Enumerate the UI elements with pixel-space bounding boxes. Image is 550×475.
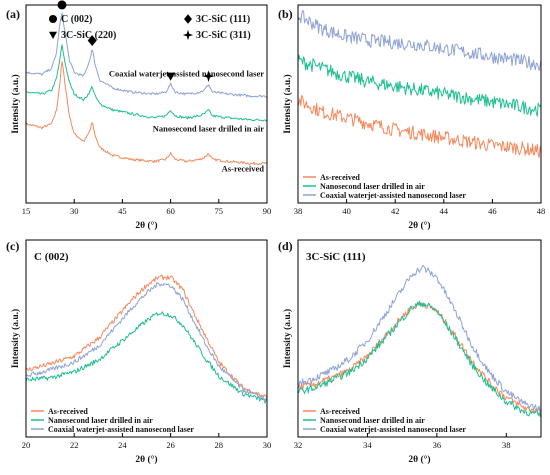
peak-triangle-down-marker-icon [166,72,176,81]
triangle-down-marker-icon [49,31,57,39]
series-line-3 [26,12,268,98]
x-axis-label: 2θ (°) [135,220,157,231]
x-tick-label: 45 [118,206,127,216]
x-tick-label: 90 [263,206,272,216]
legend-label-1: As-received [48,407,88,416]
curve-label: Coaxial waterjet-assisted nanosecond las… [109,68,264,78]
x-tick-label: 38 [294,206,303,216]
legend-label: 3C-SiC (311) [196,30,251,41]
x-axis-label: 2θ (°) [135,454,157,465]
series-line-3 [297,10,542,71]
panel-c: (c) 20 22 24 26 28 30 2θ (°) Intensity (a.u.) C … [6,239,271,465]
legend-label-2: Nanosecond laser drilled in air [320,182,425,191]
panel-label-b: (b) [278,7,293,21]
series-line-1 [25,61,268,166]
x-tick-label: 20 [22,440,31,450]
x-axis-label: 2θ (°) [408,454,430,465]
series-line-3 [25,282,268,402]
x-tick-label: 44 [440,206,449,216]
series-line-1 [25,274,268,399]
subplot-title: C (002) [34,251,69,263]
subplot-title: 3C-SiC (111) [306,251,366,263]
x-tick-label: 48 [537,206,546,216]
circle-marker-icon [49,15,57,23]
panel-a: (a) 15 30 45 60 75 90 2θ (°) Intensity (a.u.) Co… [6,0,271,231]
y-axis-label: Intensity (a.u.) [10,74,21,133]
x-tick-label: 30 [263,440,272,450]
legend-label-3: Coaxial waterjet-assisted nanosecond las… [48,425,194,434]
curve-label: As-received [222,163,265,173]
x-axis-label: 2θ (°) [408,220,430,231]
peak-star-marker-icon [202,70,215,83]
x-tick-label: 22 [70,440,79,450]
legend-label-3: Coaxial waterjet-assisted nanosecond las… [320,425,466,434]
x-tick-label: 36 [433,440,442,450]
x-tick-label: 46 [488,206,497,216]
plot-frame [297,239,542,438]
legend-label-3: Coaxial waterjet-assisted nanosecond las… [320,191,466,200]
legend-label: 3C-SiC (111) [196,14,250,25]
curve-label: Nanosecond laser drilled in air [153,124,265,134]
peak-circle-marker-icon [57,0,67,10]
plot-frame [25,239,268,438]
panel-d: (d) 32 34 36 38 2θ (°) Intensity (a.u.) 3C-SiC… [278,239,542,465]
peak-diamond-marker-icon [87,35,97,46]
diamond-marker-icon [184,14,192,24]
legend-label-2: Nanosecond laser drilled in air [320,416,425,425]
x-tick-label: 32 [294,440,303,450]
legend-label-1: As-received [320,173,360,182]
panel-label-a: (a) [6,7,20,21]
plot-frame [297,4,542,204]
x-tick-label: 38 [502,440,511,450]
legend-label-1: As-received [320,407,360,416]
y-axis-label: Intensity (a.u.) [282,309,293,368]
y-axis-label: Intensity (a.u.) [10,309,21,368]
plot-frame [25,4,268,204]
x-tick-label: 15 [22,206,31,216]
legend-label-2: Nanosecond laser drilled in air [48,416,153,425]
x-tick-label: 40 [342,206,351,216]
x-tick-label: 30 [70,206,79,216]
legend-label: 3C-SiC (220) [61,30,116,41]
series-line-1 [297,301,542,414]
panel-label-d: (d) [278,239,293,253]
panel-label-c: (c) [6,239,19,253]
series-line-2 [25,311,268,404]
x-tick-label: 42 [391,206,400,216]
series-line-2 [25,44,268,122]
x-tick-label: 28 [215,440,224,450]
x-tick-label: 60 [166,206,175,216]
x-tick-label: 26 [166,440,175,450]
x-tick-label: 24 [118,440,127,450]
series-line-1 [297,94,542,159]
legend-label: C (002) [61,14,92,25]
x-tick-label: 34 [363,440,372,450]
panel-b: (b) 38 40 42 44 46 48 2θ (°) Intensity (a.u.) As… [278,4,546,231]
y-axis-label: Intensity (a.u.) [282,74,293,133]
series-line-2 [297,54,542,117]
x-tick-label: 75 [215,206,224,216]
series-line-2 [297,300,542,417]
star-marker-icon [182,29,194,41]
series-line-3 [297,264,542,412]
